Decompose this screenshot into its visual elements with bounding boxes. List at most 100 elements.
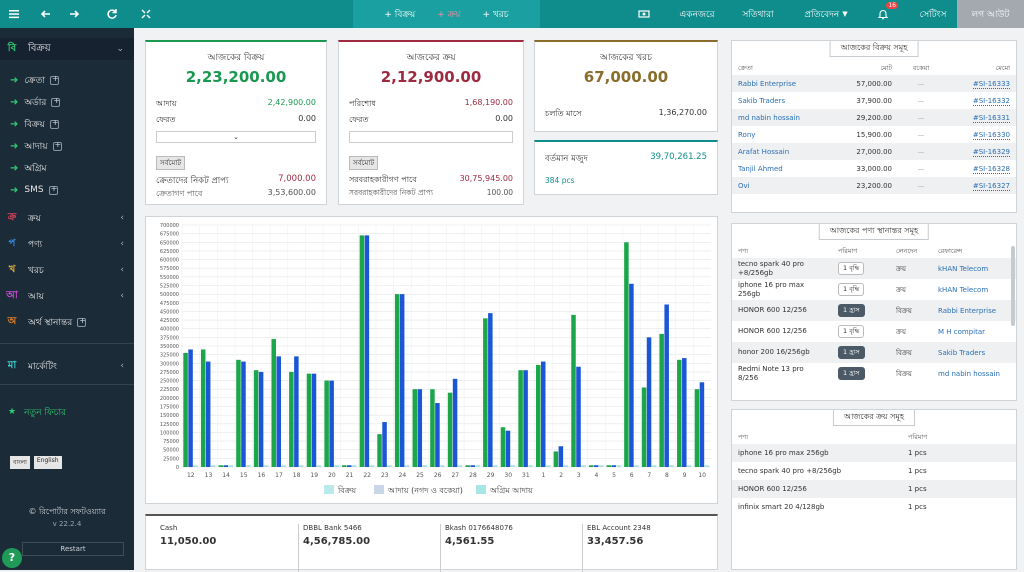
y-tick-label: 175000 [160,405,179,411]
sidebar-item-marketing[interactable]: মা মার্কেটিং ‹ [0,356,134,376]
sidebar-item-collection[interactable]: ➜ আদায় [0,136,134,156]
customer-name[interactable]: Rony [738,130,756,139]
table-row[interactable]: infinix smart 20 4/128gb 1 pcs [732,498,1016,516]
reference-link[interactable]: Rabbi Enterprise [938,306,997,315]
x-tick-label: 10 [698,472,706,479]
menu-icon[interactable] [0,0,28,28]
table-row[interactable]: Sakib Traders 37,900.00 — #SI-16332 [732,92,1016,109]
sidebar-item-new-feature[interactable]: ★ নতুন ফিচার [0,402,134,422]
refresh-icon[interactable] [102,0,122,28]
table-row[interactable]: iphone 16 pro max 256gb 1 pcs [732,444,1016,462]
table-row[interactable]: honor 200 16/256gb 1 হ্রাস বিক্রয় Sakib Tr… [732,342,1016,363]
reference-link[interactable]: kHAN Telecom [938,264,989,273]
cash-icon[interactable] [636,0,652,28]
table-row[interactable]: HONOR 600 12/256 1 হ্রাস বিক্রয় Rabbi Ente… [732,300,1016,321]
fullscreen-icon[interactable] [136,0,156,28]
table-row[interactable]: HONOR 600 12/256 1 বৃদ্ধি ক্রয় M H compita… [732,321,1016,342]
bar [193,465,198,467]
plus-icon[interactable] [48,184,58,195]
ledger-link[interactable]: সতিথারা [742,9,774,20]
sale-dropdown[interactable]: ⌄ [156,131,316,143]
table-row[interactable]: Arafat Hossain 27,000.00 — #SI-16329 [732,143,1016,160]
table-row[interactable]: HONOR 600 12/256 1 pcs [732,480,1016,498]
sidebar-item-income[interactable]: আ আয় ‹ [0,286,134,306]
sidebar-item-customers[interactable]: ➜ ক্রেতা [0,70,134,90]
back-arrow-icon[interactable] [36,0,56,28]
reference-link[interactable]: M H compitar [938,327,986,336]
memo-link[interactable]: #SI-16331 [972,113,1010,123]
chevron-left-icon: ‹ [120,213,124,223]
add-sale-button[interactable]: + বিক্রয় [384,9,416,20]
table-row[interactable]: Rony 15,900.00 — #SI-16330 [732,126,1016,143]
table-row[interactable]: Rabbi Enterprise 57,000.00 — #SI-16333 [732,75,1016,92]
table-row[interactable]: tecno spark 40 pro +8/256gb 1 বৃদ্ধি ক্রয়… [732,258,1016,279]
language-english-button[interactable]: English [33,456,62,469]
bar [465,465,470,467]
table-row[interactable]: Ovi 23,200.00 — #SI-16327 [732,177,1016,194]
bar [316,465,322,467]
customer-name[interactable]: Rabbi Enterprise [738,79,797,88]
y-tick-label: 325000 [160,353,179,359]
today-sales-panel: আজকের বিক্রয় সমূহ ক্রেতা মোট বকেয়া মেম… [731,40,1017,213]
sidebar-item-sms[interactable]: ➜ SMS [0,180,134,200]
sidebar-item-advance[interactable]: ➜ অগ্রিম [0,158,134,178]
plus-icon[interactable] [49,74,59,85]
sidebar-item-purchase[interactable]: ক্র ক্রয় ‹ [0,208,134,228]
sidebar-item-label: পণ্য [28,239,43,250]
sidebar-item-transfer[interactable]: অ অর্থ স্থানান্তর [0,312,134,332]
plus-icon[interactable] [52,140,62,151]
memo-link[interactable]: #SI-16332 [972,96,1010,106]
month-expense-value: 1,36,270.00 [658,108,707,117]
add-expense-button[interactable]: + খরচ [482,9,509,20]
legend-swatch [374,485,384,494]
customer-name[interactable]: Sakib Traders [738,96,786,105]
language-bangla-button[interactable]: বাংলা [10,456,30,469]
help-icon[interactable]: ? [2,548,22,568]
add-purchase-button[interactable]: + ক্রয় [437,9,461,20]
report-menu[interactable]: প্রতিবেদন ▼ [798,0,854,28]
bell-icon[interactable]: 16 [872,0,898,28]
sidebar-item-sale[interactable]: বি বিক্রয় ⌄ [0,38,134,60]
table-row[interactable]: md nabin hossain 29,200.00 — #SI-16331 [732,109,1016,126]
sidebar-item-product[interactable]: প পণ্য ‹ [0,234,134,254]
bar [399,294,405,467]
reference-link[interactable]: kHAN Telecom [938,285,989,294]
sidebar-item-orders[interactable]: ➜ অর্ডার [0,92,134,112]
table-row[interactable]: Redmi Note 13 pro 8/256 1 হ্রাস বিক্রয় md … [732,363,1016,384]
memo-link[interactable]: #SI-16329 [972,147,1010,157]
scrollbar[interactable] [1011,246,1015,326]
memo-link[interactable]: #SI-16333 [972,79,1010,89]
sidebar-item-label: মার্কেটিং [28,361,57,372]
memo-link[interactable]: #SI-16327 [972,181,1010,191]
forward-arrow-icon[interactable] [64,0,84,28]
table-row[interactable]: tecno spark 40 pro +8/256gb 1 pcs [732,462,1016,480]
customer-name[interactable]: Ovi [738,181,750,190]
customer-name[interactable]: Tanjil Ahmed [738,164,783,173]
logout-button[interactable]: লগ আউট [957,0,1024,28]
table-row[interactable]: iphone 16 pro max 256gb 1 বৃদ্ধি ক্রয় kHAN… [732,279,1016,300]
bar [200,349,206,467]
customer-name[interactable]: Arafat Hossain [738,147,790,156]
bar [210,465,216,467]
memo-link[interactable]: #SI-16328 [972,164,1010,174]
overview-link[interactable]: একনজরে [679,9,715,20]
settings-link[interactable]: সেটিংস [919,9,947,20]
today-purchase-card: আজকের ক্রয় 2,12,900.00 পরিশোধ 1,68,190.0… [338,40,524,205]
restart-button[interactable]: Restart [22,542,124,556]
sidebar-item-sales[interactable]: ➜ বিক্রয় [0,114,134,134]
plus-icon[interactable] [49,118,59,129]
memo-link[interactable]: #SI-16330 [972,130,1010,140]
reference-link[interactable]: md nabin hossain [938,369,1000,378]
product-name: infinix smart 20 4/128gb [738,503,825,511]
purchase-dropdown[interactable] [349,131,513,143]
sidebar-item-expense[interactable]: খ খরচ ‹ [0,260,134,280]
customer-name[interactable]: md nabin hossain [738,113,800,122]
x-tick-label: 23 [381,472,389,479]
reference-link[interactable]: Sakib Traders [938,348,986,357]
table-row[interactable]: Tanjil Ahmed 33,000.00 — #SI-16328 [732,160,1016,177]
plus-icon[interactable] [51,96,61,107]
bar [271,339,276,467]
plus-icon[interactable] [77,316,87,327]
bar [545,465,551,467]
bar [342,465,347,467]
